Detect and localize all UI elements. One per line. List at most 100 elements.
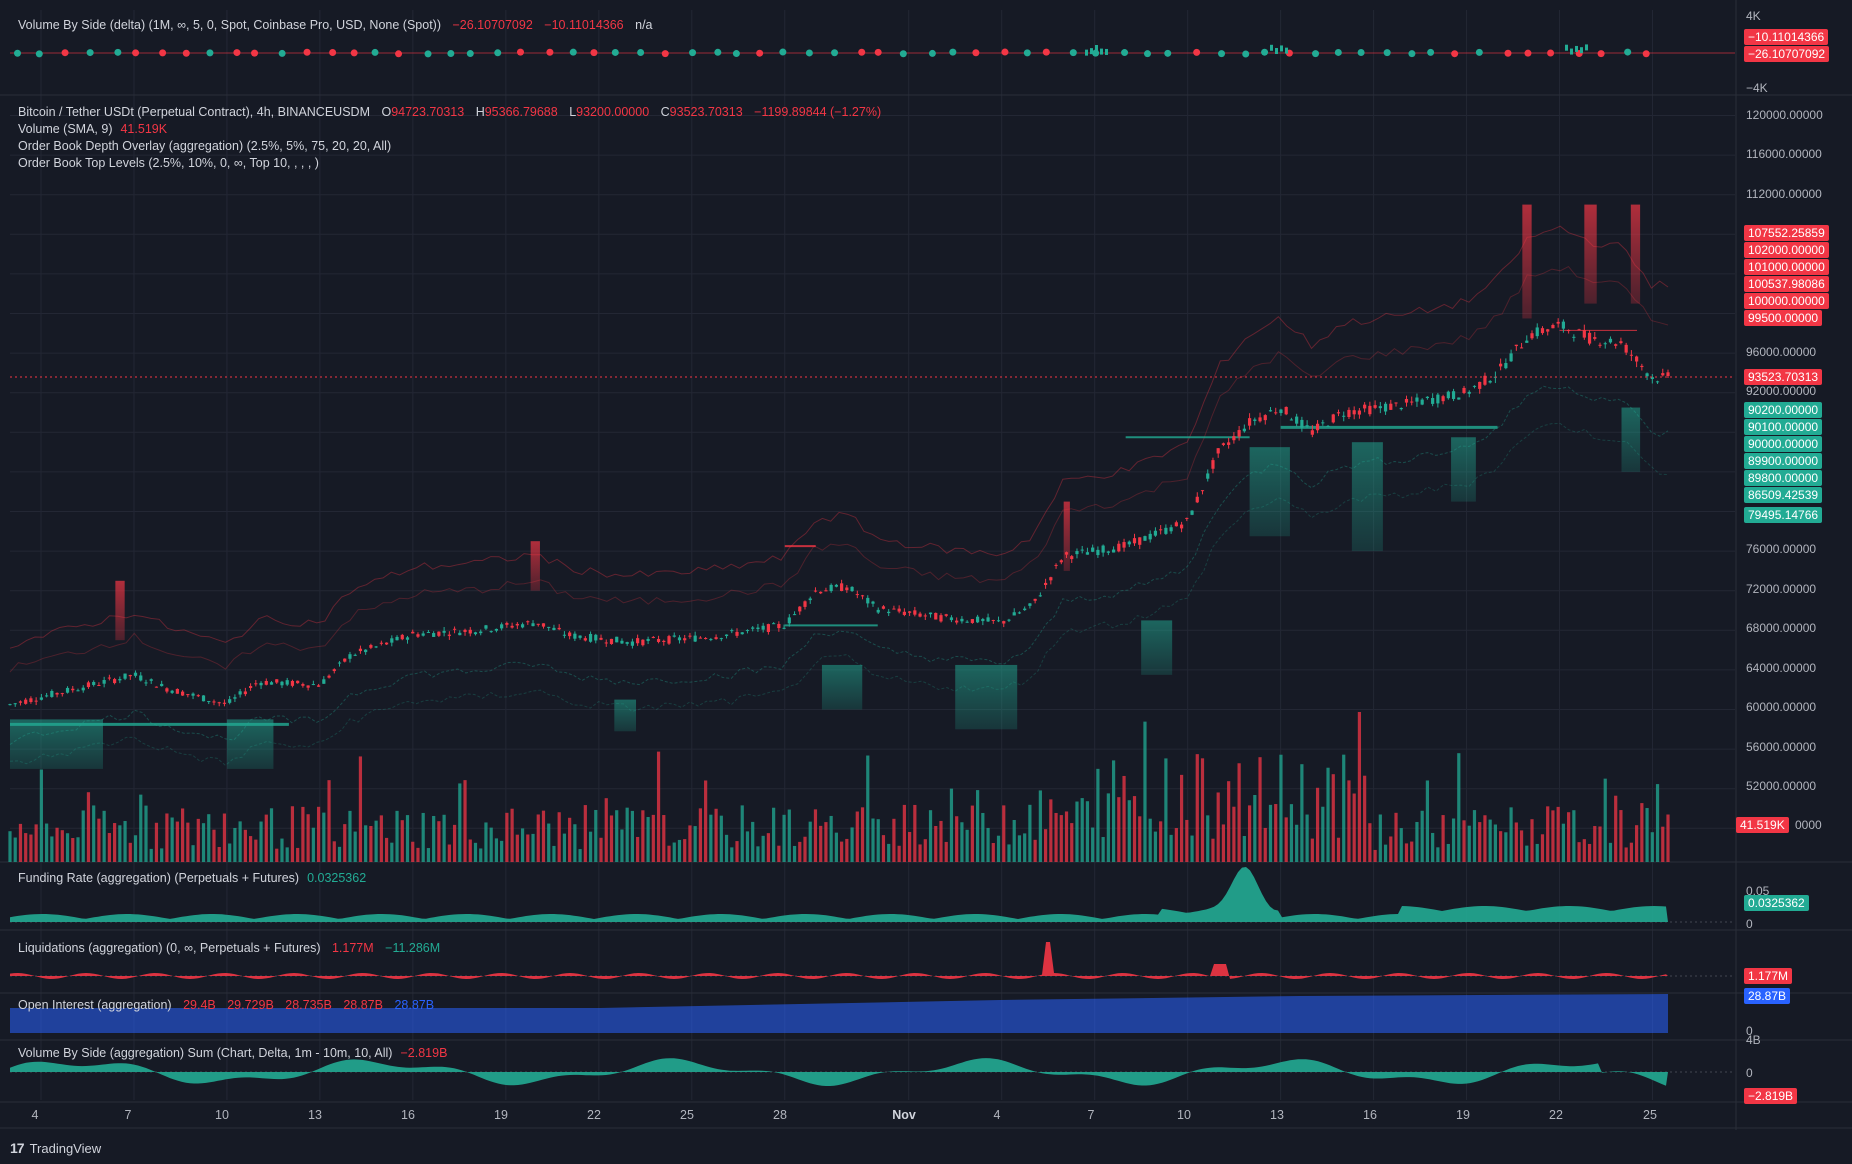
- candle-body: [348, 654, 352, 659]
- delta-dot: [447, 50, 455, 58]
- candle-body: [1206, 473, 1210, 479]
- candle-body: [1514, 344, 1518, 347]
- candle-body: [489, 631, 493, 633]
- candle-body: [1279, 409, 1283, 413]
- time-label: 16: [1363, 1108, 1377, 1122]
- funding-legend: Funding Rate (aggregation) (Perpetuals +…: [18, 870, 366, 887]
- volume-bar: [913, 804, 917, 862]
- candle-body: [1425, 396, 1430, 399]
- volume-bar: [609, 815, 614, 862]
- candle-body: [860, 595, 865, 597]
- volume-bar: [1091, 827, 1095, 862]
- candle-body: [458, 632, 462, 636]
- volume-bar: [1373, 849, 1377, 862]
- volume-bar: [834, 832, 838, 862]
- candle-body: [337, 662, 342, 664]
- volume-bar: [1608, 842, 1613, 862]
- volume-bar: [228, 843, 232, 862]
- time-label: 22: [1549, 1108, 1563, 1122]
- volume-value: 41.519K: [120, 122, 168, 136]
- delta-bar: [1280, 45, 1283, 52]
- candle-body: [395, 636, 399, 641]
- candle-body: [656, 638, 661, 642]
- candle-body: [704, 638, 708, 640]
- volume-bar: [426, 848, 431, 862]
- volume-bar: [1567, 812, 1571, 862]
- candle-body: [866, 597, 870, 604]
- ask-depth-block: [530, 541, 540, 591]
- candle-body: [845, 587, 849, 591]
- candle-body: [1132, 538, 1137, 544]
- volume-bar: [1451, 818, 1456, 862]
- price-label: 64000.00000: [1746, 661, 1817, 675]
- candle-body: [855, 594, 859, 596]
- candle-body: [76, 690, 80, 692]
- candle-body: [374, 646, 378, 648]
- delta-dot: [1193, 48, 1201, 56]
- candle-body: [850, 586, 854, 592]
- volume-bar: [343, 824, 347, 862]
- volume-bar: [541, 810, 546, 862]
- delta-bar: [1270, 44, 1273, 51]
- depth-bands: [9, 225, 1669, 767]
- candle-body: [1127, 541, 1131, 545]
- volume-bar: [191, 845, 195, 862]
- candle-body: [557, 627, 561, 630]
- volume-bar: [630, 810, 635, 862]
- volume-bar: [494, 838, 499, 862]
- candle-body: [1080, 549, 1084, 551]
- candle-body: [1274, 412, 1278, 414]
- candle-body: [369, 645, 373, 648]
- delta-dot: [1451, 50, 1459, 58]
- volume-bar: [777, 845, 781, 862]
- volume-bar: [463, 780, 467, 862]
- ask-level-tag: 99500.00000: [1744, 310, 1823, 326]
- volume-bar: [782, 814, 786, 862]
- oi-value-5: 28.87B: [394, 998, 435, 1012]
- volume-bar: [991, 842, 995, 862]
- price-label: 116000.00000: [1746, 147, 1822, 161]
- volume-bar: [1023, 833, 1027, 862]
- volume-bar: [1587, 843, 1592, 862]
- tradingview-brand[interactable]: 17 TradingView: [10, 1140, 101, 1156]
- volume-bar: [578, 849, 582, 862]
- candle-body: [1546, 329, 1550, 332]
- candle-body: [1666, 372, 1670, 377]
- delta-dot: [86, 49, 94, 57]
- volume-bar: [1321, 806, 1325, 862]
- volume-bar: [1221, 824, 1226, 862]
- candle-body: [1342, 415, 1346, 417]
- volume-bar: [944, 841, 948, 862]
- volume-bar: [1488, 819, 1492, 862]
- delta-dot: [1144, 50, 1152, 58]
- candle-body: [390, 638, 394, 643]
- candle-body: [751, 627, 755, 629]
- candle-body: [787, 617, 791, 624]
- volume-bar: [400, 820, 404, 862]
- ask-depth-block: [115, 580, 125, 641]
- volume-bar: [1342, 754, 1346, 862]
- volume-bar: [405, 815, 410, 862]
- candle-body: [1363, 404, 1367, 409]
- volume-bar: [113, 823, 117, 862]
- volume-bar: [866, 755, 870, 862]
- bid-depth-block: [1621, 407, 1641, 472]
- candle-body: [285, 680, 289, 685]
- volume-bar: [1509, 807, 1513, 862]
- volume-bar: [641, 810, 645, 862]
- candle-body: [829, 584, 833, 592]
- candle-body: [1242, 428, 1246, 432]
- delta-tag-1: −10.11014366: [1744, 29, 1829, 45]
- oi-value-1: 29.4B: [183, 998, 216, 1012]
- volume-bar: [348, 810, 352, 862]
- candle-body: [1321, 422, 1325, 424]
- volume-bar: [1666, 814, 1670, 862]
- candle-body: [81, 687, 85, 691]
- candle-body: [113, 679, 117, 684]
- candle-body: [562, 634, 567, 636]
- volume-bar: [996, 835, 1001, 862]
- volume-bar: [719, 815, 723, 862]
- candle-body: [1247, 418, 1252, 426]
- volume-bar: [1211, 838, 1215, 862]
